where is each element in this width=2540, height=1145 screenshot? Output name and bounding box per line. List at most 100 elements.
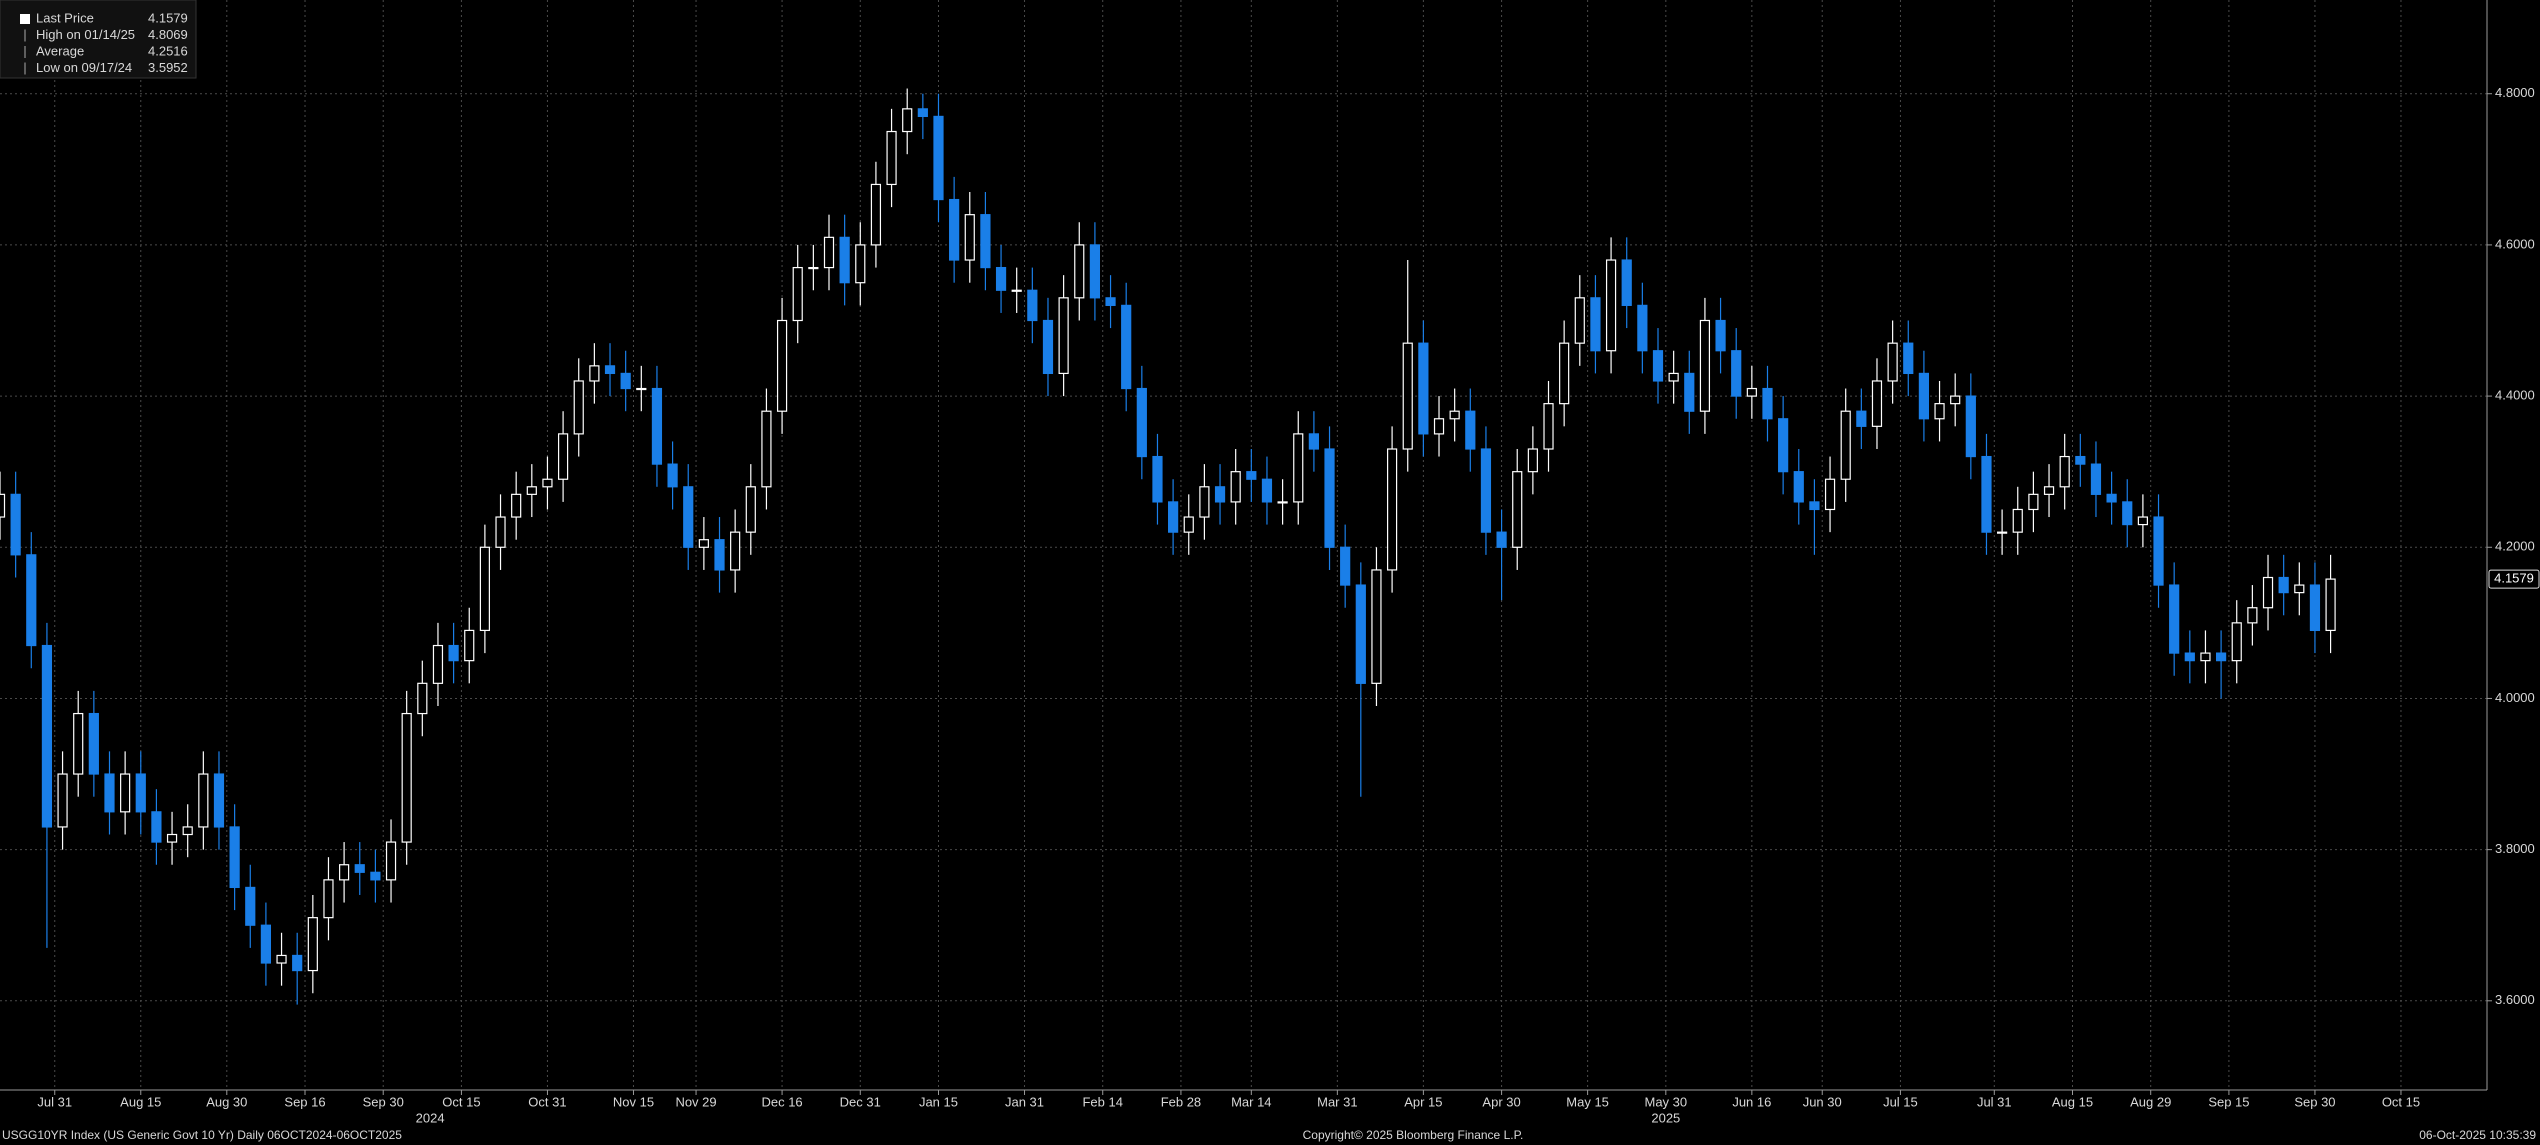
candle-body: [182, 826, 193, 836]
candle-body: [0, 493, 6, 518]
candle-body: [1918, 372, 1930, 420]
candle-body: [1042, 319, 1054, 375]
candle-body: [1699, 319, 1711, 412]
stats-box: [0, 0, 197, 79]
candle-body: [88, 712, 99, 775]
candle-body: [1715, 319, 1726, 352]
candle-body: [949, 198, 960, 261]
candle-body: [917, 108, 928, 118]
candle-body: [2028, 493, 2039, 511]
candle-body: [667, 463, 678, 488]
candle-body: [1261, 478, 1273, 503]
candle-body: [2200, 652, 2211, 662]
candle-body: [245, 886, 256, 926]
candle-body: [2090, 463, 2102, 495]
candle-body: [1027, 289, 1038, 322]
candle-body: [1246, 471, 1257, 480]
candle-body: [792, 266, 803, 322]
x-tick-label: Mar 31: [1317, 1094, 1357, 1109]
candle-body: [307, 917, 318, 972]
y-tick-label: 4.0000: [2495, 690, 2535, 705]
candle-body: [1449, 410, 1460, 420]
candle-body: [1402, 342, 1413, 450]
stats-value: 4.1579: [148, 10, 188, 25]
candle-body: [1621, 259, 1632, 306]
x-tick-label: Dec 31: [840, 1094, 881, 1109]
x-tick-label: May 30: [1645, 1094, 1688, 1109]
candle-body: [2184, 652, 2195, 662]
candle-body: [2278, 576, 2289, 594]
x-tick-label: Oct 15: [442, 1094, 480, 1109]
candle-body: [151, 811, 162, 843]
x-tick-label: Jul 15: [1883, 1094, 1918, 1109]
candle-body: [2169, 584, 2180, 654]
candle-body: [401, 712, 412, 843]
candle-body: [808, 266, 819, 270]
x-tick-label: Nov 15: [613, 1094, 654, 1109]
candle-body: [1934, 403, 1945, 420]
candle-body: [1465, 410, 1476, 450]
candle-body: [1355, 584, 1366, 684]
candle-body: [1418, 342, 1429, 435]
stats-label: High on 01/14/25: [36, 27, 135, 42]
candle-body: [1856, 410, 1867, 427]
footer-left: USGG10YR Index (US Generic Govt 10 Yr) D…: [2, 1128, 402, 1142]
candle-body: [1668, 372, 1679, 382]
candle-body: [323, 879, 334, 919]
candle-body: [698, 539, 709, 548]
y-tick-label: 3.8000: [2495, 841, 2535, 856]
x-tick-label: Sep 16: [284, 1094, 325, 1109]
candle-body: [1386, 448, 1398, 571]
candle-body: [2215, 652, 2227, 662]
x-tick-label: Sep 30: [2294, 1094, 2335, 1109]
stats: Last Price 4.1579 High on 01/14/25 4.8069 Av…: [20, 10, 188, 75]
candle-body: [1871, 380, 1883, 427]
candle-body: [1199, 486, 1210, 518]
candle-body: [1731, 350, 1742, 397]
candle-body: [1950, 395, 1961, 405]
candle-body: [120, 773, 131, 813]
candle-body: [870, 183, 882, 246]
x-tick-label: Jul 31: [37, 1094, 72, 1109]
candle-body: [995, 266, 1007, 291]
candle-body: [73, 712, 84, 775]
candle-body: [1105, 297, 1116, 306]
candle-body: [417, 682, 428, 715]
candle-body: [1152, 455, 1163, 503]
year-label: 2024: [416, 1110, 445, 1125]
candle-body: [276, 954, 287, 964]
candle-body: [339, 864, 350, 881]
candle-body: [855, 244, 866, 284]
candle-body: [166, 833, 178, 843]
candle-body: [1433, 418, 1445, 435]
candle-body: [1981, 455, 1992, 533]
candle-body: [2043, 486, 2055, 495]
candle-body: [1590, 297, 1601, 352]
stats-icon: [20, 14, 30, 24]
candles: [0, 88, 2336, 1005]
candle-body: [980, 214, 991, 269]
candle-body: [354, 864, 365, 873]
x-tick-label: Sep 30: [363, 1094, 404, 1109]
candle-body: [1136, 387, 1147, 458]
x-tick-label: Nov 29: [675, 1094, 716, 1109]
x-tick-label: Jun 30: [1803, 1094, 1842, 1109]
x-tick-label: Oct 15: [2382, 1094, 2420, 1109]
candle-body: [2309, 584, 2321, 632]
x-tick-label: Mar 14: [1231, 1094, 1271, 1109]
candle-body: [573, 380, 584, 435]
candle-body: [1324, 448, 1335, 548]
x-tick-label: Dec 16: [761, 1094, 802, 1109]
candle-body: [1543, 403, 1554, 450]
candle-body: [2059, 455, 2070, 488]
candle-body: [1527, 448, 1538, 473]
x-tick-label: Jun 16: [1732, 1094, 1771, 1109]
stats-label: Low on 09/17/24: [36, 60, 132, 75]
x-tick-label: Feb 14: [1082, 1094, 1122, 1109]
candle-body: [1168, 501, 1179, 533]
candle-body: [761, 410, 772, 488]
candle-body: [589, 365, 600, 382]
candle-body: [26, 554, 37, 647]
candle-body: [730, 531, 741, 571]
